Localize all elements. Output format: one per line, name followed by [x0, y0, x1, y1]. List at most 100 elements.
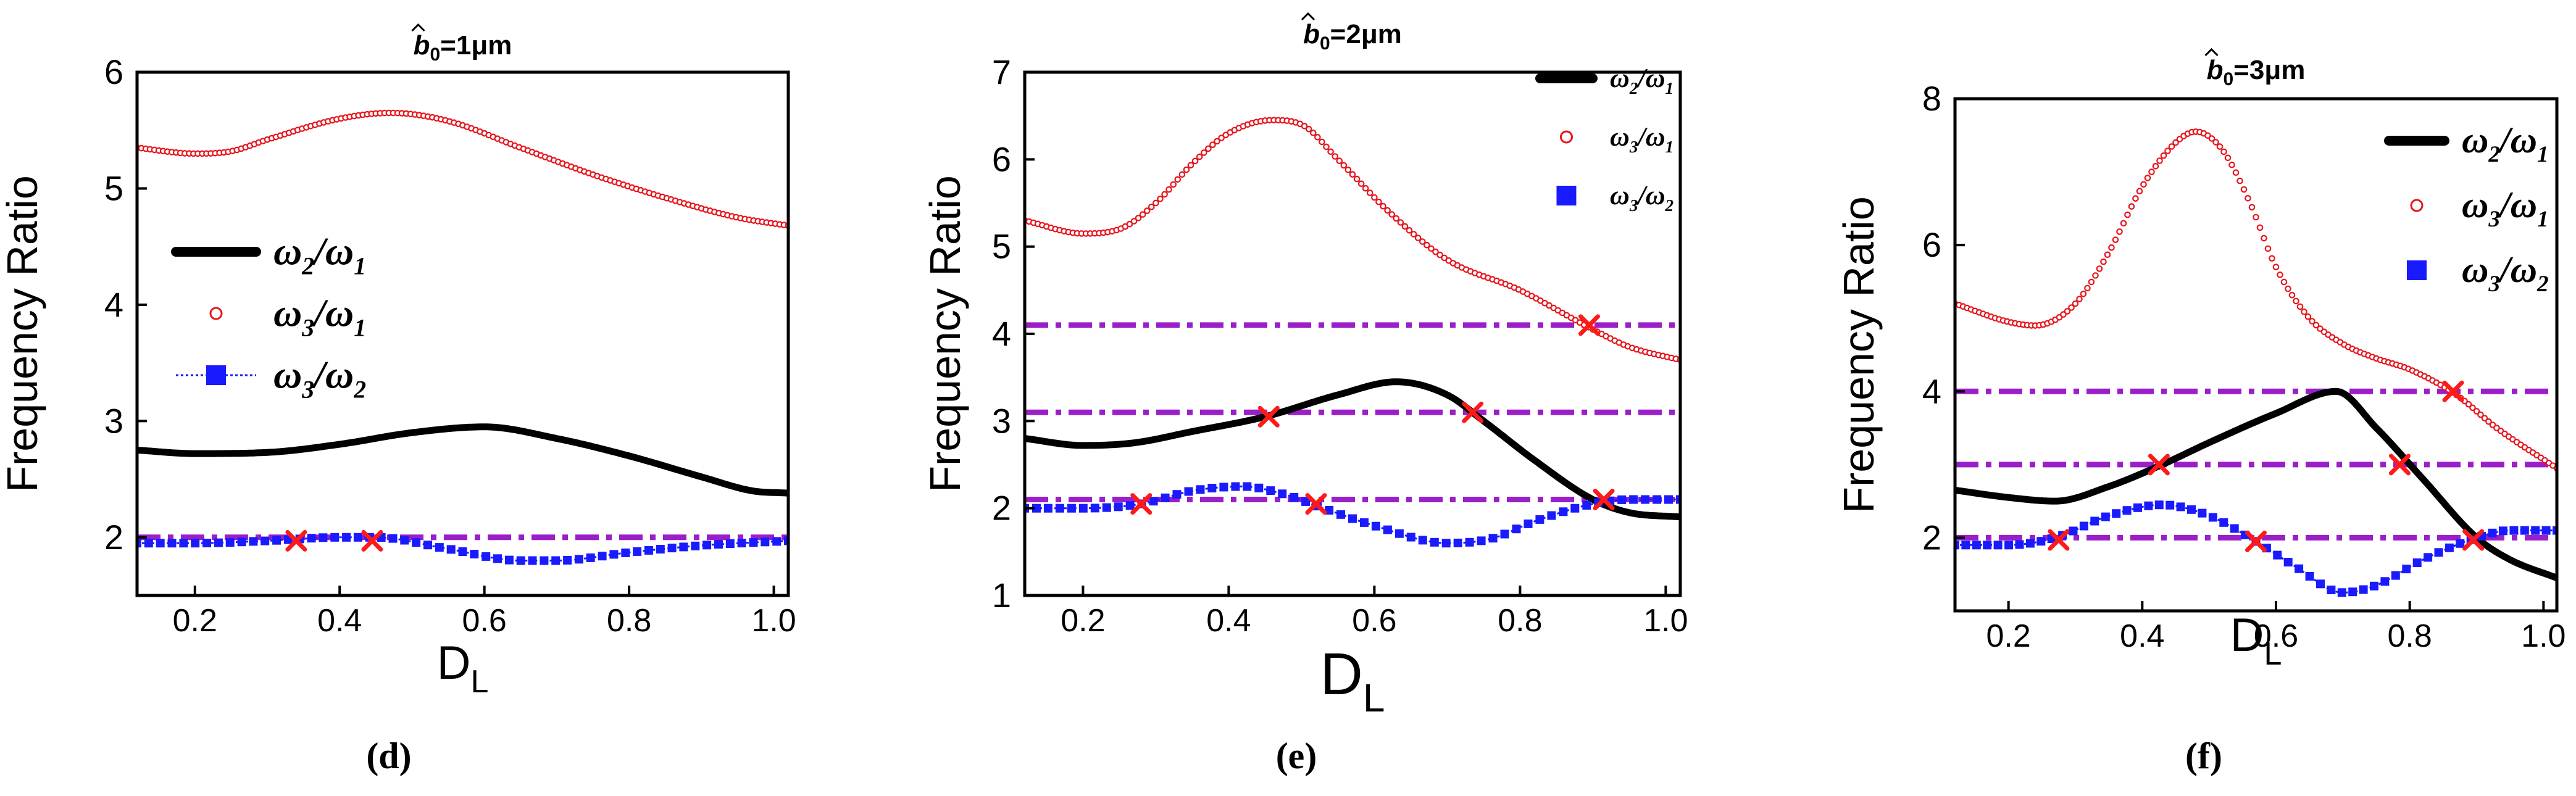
series-omega3-omega2-point: [2198, 508, 2207, 518]
series-omega3-omega1-point: [1401, 223, 1409, 230]
series-omega3-omega2-point: [249, 537, 258, 546]
series-omega3-omega1-point: [1393, 215, 1400, 222]
series-omega3-omega2-point: [2509, 526, 2519, 535]
panel-label: (e): [1276, 736, 1317, 776]
series-omega3-omega2-point: [388, 534, 398, 543]
y-tick-label: 7: [992, 52, 1011, 91]
y-tick-label: 8: [1922, 79, 1941, 118]
x-tick-label: 0.8: [607, 603, 651, 639]
series-omega3-omega1-point: [2068, 304, 2075, 311]
series-omega3-omega2-point: [2316, 579, 2325, 589]
series-omega3-omega2-point: [1184, 487, 1193, 496]
series-omega3-omega2-point: [1547, 511, 1556, 520]
series-omega3-omega1-point: [1170, 181, 1177, 188]
series-omega3-omega2-point: [1043, 504, 1052, 513]
series-omega3-omega2-point: [2122, 506, 2132, 515]
series-omega3-omega2-point: [446, 545, 456, 554]
series-omega3-omega1-point: [1191, 157, 1199, 165]
crossing-marker: [2048, 529, 2070, 551]
series-omega3-omega1-point: [1126, 220, 1133, 228]
series-omega3-omega2-point: [2101, 512, 2110, 521]
series-omega3-omega2-point: [2219, 518, 2228, 527]
series-omega3-omega2-point: [1394, 529, 1404, 538]
series-omega3-omega2-point: [574, 555, 583, 564]
series-omega3-omega1-point: [2168, 143, 2175, 150]
series-omega3-omega1-point: [2124, 211, 2131, 218]
series-omega3-omega2-point: [470, 550, 479, 558]
series-omega3-omega2-point: [1371, 521, 1380, 531]
y-tick-label: 6: [1922, 225, 1941, 264]
series-omega3-omega1-point: [1201, 149, 1207, 156]
series-omega3-omega1-point: [1214, 138, 1220, 145]
series-omega3-omega1-point: [2100, 258, 2107, 265]
y-axis-label: Frequency Ratio: [921, 175, 969, 492]
series-omega3-omega2-point: [2434, 548, 2443, 557]
series-omega3-omega1-point: [1332, 153, 1338, 160]
series-omega3-omega2-point: [1430, 537, 1439, 547]
series-omega3-omega1-point: [1314, 134, 1321, 141]
series-omega3-omega2-point: [2541, 526, 2551, 535]
series-omega3-omega2-point: [225, 538, 235, 547]
series-omega3-omega2-point: [598, 552, 607, 561]
series-omega3-omega2-point: [1336, 510, 1345, 519]
series-omega3-omega1-point: [1157, 195, 1164, 202]
series-omega3-omega2-point: [2305, 571, 2314, 581]
series-omega3-omega2-point: [272, 536, 281, 545]
series-omega3-omega1-point: [2116, 228, 2123, 235]
series-omega3-omega1-point: [1371, 194, 1378, 201]
series-omega3-omega2-point: [1360, 518, 1369, 527]
series-omega3-omega1-point: [2312, 321, 2320, 329]
series-omega3-omega1-point: [1384, 207, 1391, 214]
y-tick-label: 5: [992, 227, 1011, 266]
series-omega3-omega2-point: [1524, 519, 1533, 528]
series-omega3-omega2-point: [1653, 495, 1662, 504]
series-omega3-omega1-point: [2164, 147, 2171, 154]
series-omega3-omega2-point: [1972, 541, 1981, 550]
series-omega3-omega2-point: [307, 534, 316, 543]
series-omega3-omega2-point: [609, 550, 619, 559]
series-omega3-omega2-point: [1406, 533, 1415, 542]
series-omega3-omega1-point: [2108, 244, 2115, 251]
crossing-marker: [2148, 454, 2170, 476]
series-omega3-omega2-point: [179, 539, 188, 548]
series-omega3-omega2-point: [1500, 529, 1509, 539]
series-omega3-omega2-point: [1090, 504, 1099, 513]
crossing-marker: [2245, 530, 2267, 552]
series-omega3-omega1-point: [2248, 204, 2256, 211]
series-omega3-omega1-point: [2112, 236, 2119, 243]
series-omega3-omega1-point: [2473, 408, 2480, 415]
series-omega3-omega2-point: [2488, 528, 2497, 537]
series-omega3-omega1-point: [2304, 313, 2312, 320]
series-omega3-omega1-point: [1305, 125, 1312, 133]
series-omega3-omega2-point: [353, 533, 362, 542]
series-omega3-omega2-point: [2079, 521, 2088, 531]
y-tick-label: 4: [104, 285, 123, 324]
series-omega3-omega1-point: [2245, 194, 2251, 202]
series-omega3-omega2-point: [1477, 536, 1486, 545]
x-tick-label: 0.6: [1352, 603, 1396, 639]
series-omega3-omega2-point: [2273, 550, 2282, 560]
series-omega3-omega2-point: [2359, 585, 2368, 594]
series-omega3-omega2-point: [2348, 587, 2357, 597]
series-omega3-omega2-point: [1325, 505, 1334, 515]
y-tick-label: 3: [104, 401, 123, 440]
series-omega3-omega1-point: [2277, 271, 2283, 278]
y-axis-label: Frequency Ratio: [1835, 196, 1883, 513]
series-omega3-omega2-point: [528, 556, 537, 565]
series-omega3-omega2-point: [737, 539, 746, 548]
series-omega3-omega2-point: [1664, 495, 1673, 504]
x-tick-label: 0.2: [1061, 603, 1105, 639]
series-omega3-omega2-point: [586, 553, 595, 562]
series-omega3-omega2-point: [493, 554, 502, 563]
x-tick-label: 0.6: [462, 603, 507, 639]
series-omega3-omega1-point: [1414, 234, 1422, 241]
x-tick-label: 0.6: [2254, 618, 2298, 654]
series-omega2-omega1-line: [1955, 388, 2557, 581]
crossing-marker: [1257, 405, 1280, 428]
series-omega3-omega2-point: [2424, 553, 2433, 562]
axes-frame: [1953, 97, 2559, 613]
series-omega3-omega1-point: [1367, 189, 1373, 196]
series-omega3-omega1-point: [1419, 238, 1426, 245]
legend-label: ω2/ω1: [2462, 120, 2549, 167]
legend: ω2/ω1 ω3/ω1 ω3/ω2: [171, 229, 366, 403]
